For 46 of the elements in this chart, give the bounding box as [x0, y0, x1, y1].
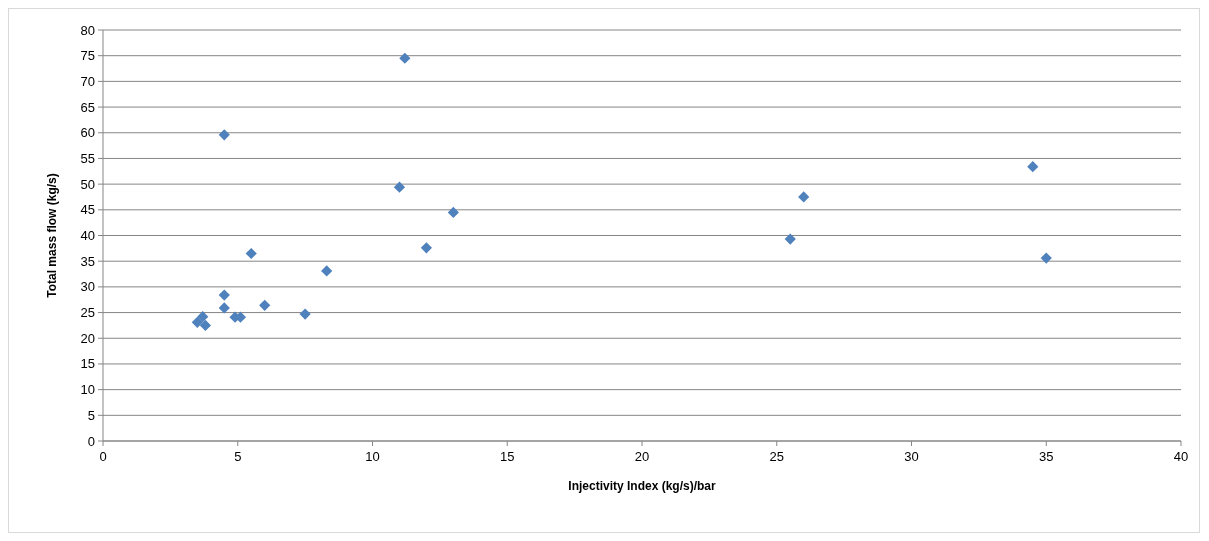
point: [399, 52, 411, 64]
point: [420, 242, 432, 254]
point: [784, 233, 796, 245]
y-tick-label: 30: [80, 279, 95, 295]
y-tick-label: 5: [87, 407, 95, 423]
x-tick-label: 30: [904, 449, 919, 464]
y-tick-label: 45: [80, 202, 95, 218]
y-tick-label: 70: [80, 73, 95, 89]
point: [321, 265, 333, 277]
x-tick-label: 15: [500, 449, 515, 464]
y-tick-label: 0: [87, 433, 95, 449]
y-tick-label: 75: [80, 48, 95, 64]
point: [245, 247, 257, 260]
y-tick-label: 15: [80, 356, 95, 372]
x-tick-label: 0: [99, 449, 107, 464]
point: [191, 316, 203, 328]
point: [1040, 252, 1052, 264]
point: [199, 319, 212, 332]
x-axis-title: Injectivity Index (kg/s)/bar: [568, 479, 717, 493]
point: [1027, 161, 1039, 173]
point: [218, 302, 230, 314]
y-tick-label: 35: [80, 253, 95, 269]
y-tick-label: 40: [80, 228, 95, 244]
y-tick-label: 60: [80, 125, 95, 141]
point: [259, 299, 271, 311]
point: [393, 181, 406, 193]
x-tick-label: 35: [1039, 449, 1054, 464]
point: [798, 191, 810, 203]
y-tick-label: 50: [80, 176, 95, 192]
y-tick-label: 25: [80, 305, 95, 321]
y-tick-label: 80: [80, 22, 95, 38]
x-tick-label: 20: [634, 449, 650, 464]
y-tick-label: 10: [80, 382, 95, 398]
y-axis-title: Total mass flow (kg/s): [45, 173, 59, 298]
x-tick-label: 40: [1173, 449, 1189, 464]
y-tick-label: 20: [80, 330, 95, 346]
x-tick-label: 25: [769, 449, 784, 464]
point: [447, 206, 459, 218]
x-tick-label: 10: [365, 449, 380, 464]
point: [299, 308, 311, 320]
y-tick-label: 65: [80, 99, 95, 115]
point: [218, 129, 230, 141]
point: [197, 311, 209, 323]
y-tick-label: 55: [80, 150, 95, 166]
x-tick-label: 5: [234, 449, 242, 464]
point: [218, 289, 230, 301]
